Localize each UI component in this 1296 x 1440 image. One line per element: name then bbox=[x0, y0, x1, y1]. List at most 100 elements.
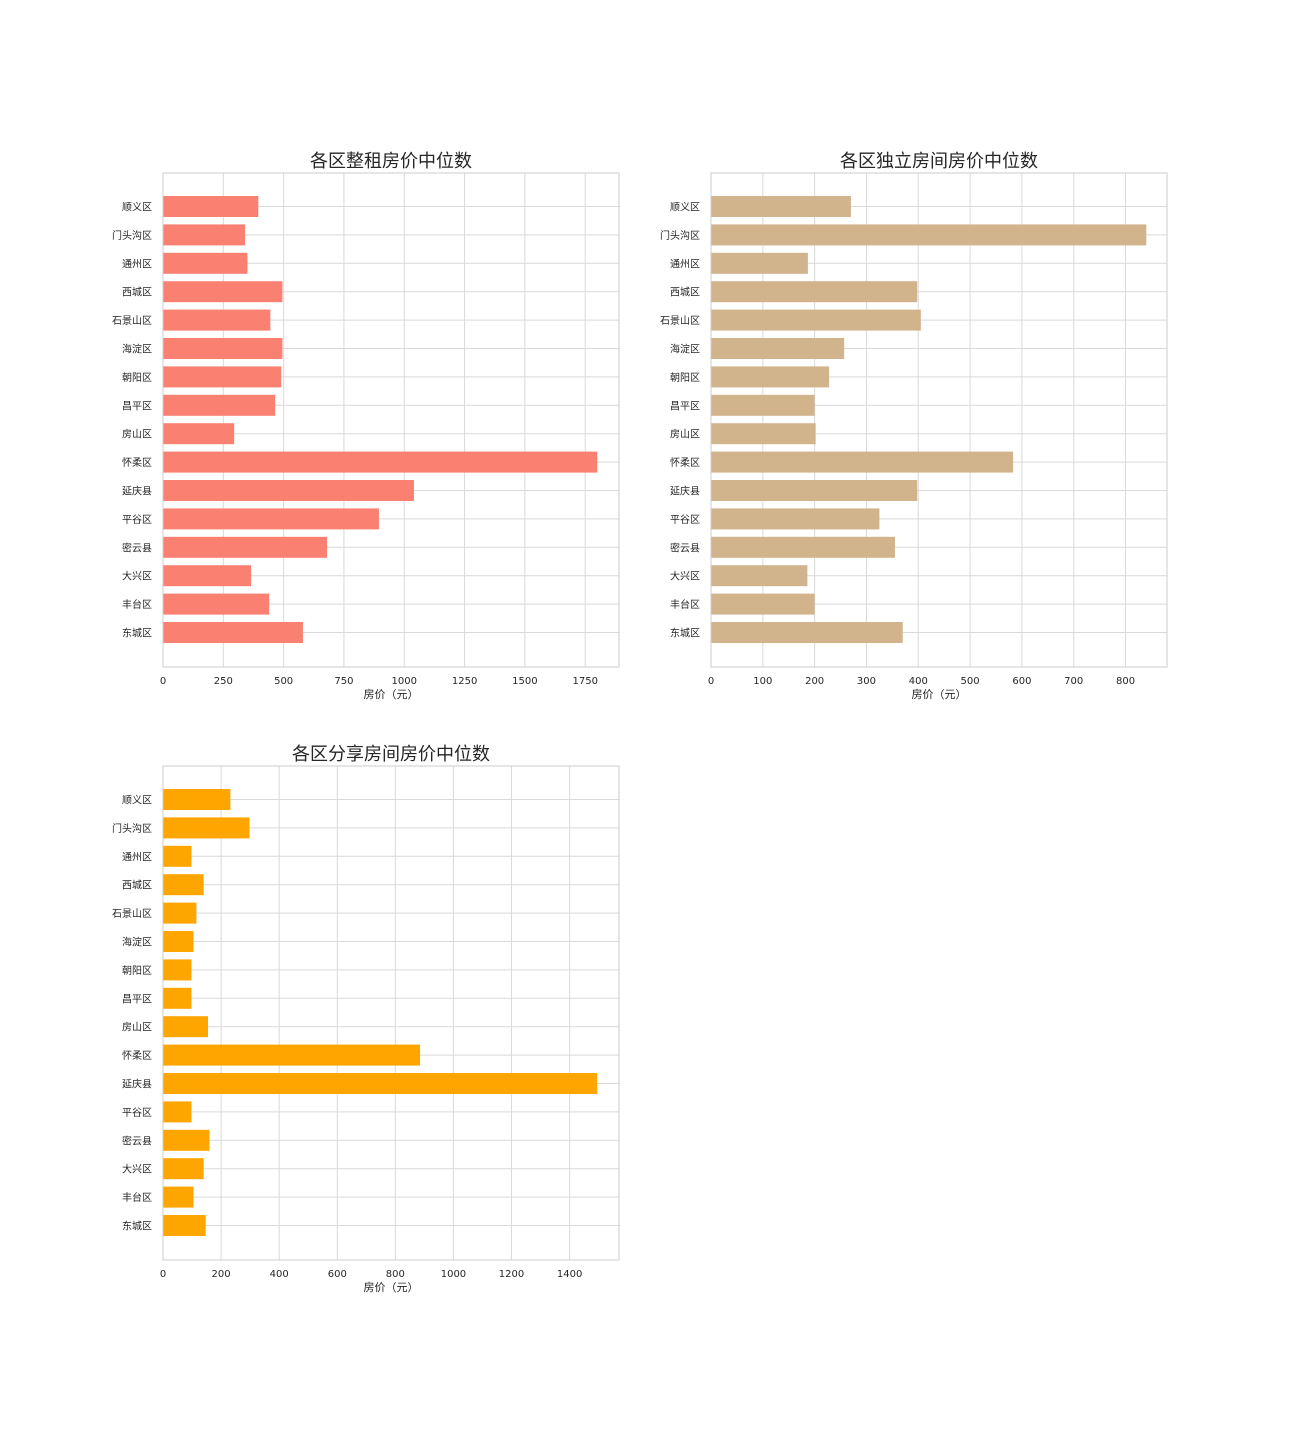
y-tick-label: 密云县 bbox=[670, 541, 700, 554]
x-tick-label: 600 bbox=[328, 1269, 347, 1280]
bar bbox=[163, 480, 414, 501]
y-tick-label: 西城区 bbox=[122, 880, 152, 892]
bar bbox=[711, 508, 880, 530]
bar bbox=[163, 1016, 209, 1038]
y-tick-label: 朝阳区 bbox=[670, 372, 700, 384]
x-tick-label: 0 bbox=[708, 676, 714, 687]
bar bbox=[711, 196, 851, 217]
x-tick-label: 300 bbox=[857, 676, 876, 687]
y-tick-label: 大兴区 bbox=[122, 1163, 152, 1176]
bar bbox=[163, 1158, 204, 1180]
bar bbox=[163, 196, 259, 217]
bar bbox=[163, 565, 252, 587]
y-tick-label: 平谷区 bbox=[122, 1107, 152, 1119]
bar bbox=[163, 1073, 598, 1094]
bar bbox=[163, 1129, 210, 1151]
x-tick-label: 1000 bbox=[392, 676, 417, 687]
x-tick-label: 0 bbox=[160, 676, 166, 687]
bar bbox=[163, 451, 598, 473]
bar bbox=[711, 565, 808, 587]
bar bbox=[163, 622, 303, 643]
y-tick-label: 门头沟区 bbox=[112, 822, 152, 835]
chart-panel-shared-room: 顺义区 门头沟区 通州区 西城区 石景山区 海淀区 朝阳区 昌平区 房山区 怀柔区 延庆县 平谷区 密云… bbox=[0, 593, 648, 1313]
x-tick-label: 0 bbox=[160, 1269, 166, 1280]
bar bbox=[163, 1215, 206, 1236]
bar bbox=[711, 281, 918, 303]
bar bbox=[163, 1101, 192, 1123]
y-tick-label: 丰台区 bbox=[670, 598, 700, 611]
y-tick-label: 延庆县 bbox=[122, 485, 152, 498]
y-tick-label: 通州区 bbox=[122, 258, 152, 270]
chart-private-room: 顺义区门头沟区通州区西城区石景山区海淀区朝阳区昌平区房山区怀柔区延庆县平谷区密云… bbox=[660, 151, 1168, 701]
chart-whole-rent: 顺义区门头沟区通州区西城区石景山区海淀区朝阳区昌平区房山区怀柔区延庆县平谷区密云… bbox=[112, 151, 620, 701]
x-tick-label: 100 bbox=[753, 676, 772, 687]
bar bbox=[163, 817, 250, 839]
x-tick-label: 200 bbox=[805, 676, 824, 687]
x-tick-label: 800 bbox=[1116, 676, 1135, 687]
x-tick-label: 700 bbox=[1064, 676, 1083, 687]
y-tick-label: 石景山区 bbox=[660, 315, 700, 327]
chart-title: 各区独立房间房价中位数 bbox=[840, 151, 1038, 172]
y-tick-label: 东城区 bbox=[670, 627, 700, 640]
y-tick-label: 西城区 bbox=[122, 287, 152, 299]
bar bbox=[711, 622, 903, 643]
x-tick-label: 1500 bbox=[512, 676, 537, 687]
x-tick-label: 400 bbox=[270, 1269, 289, 1280]
y-tick-label: 房山区 bbox=[122, 428, 152, 441]
x-axis-label: 房价（元） bbox=[364, 1281, 419, 1294]
bar bbox=[163, 394, 276, 416]
bar bbox=[163, 252, 248, 274]
x-tick-label: 1200 bbox=[499, 1269, 524, 1280]
y-tick-label: 东城区 bbox=[122, 627, 152, 640]
bar bbox=[711, 309, 921, 331]
chart-panel-whole-rent: 顺义区 门头沟区 通州区 西城区 石景山区 海淀区 朝阳区 昌平区 房山区 怀柔区 延庆县 平谷区 密云… bbox=[0, 0, 648, 720]
plot-frame bbox=[162, 172, 620, 668]
bar bbox=[163, 593, 270, 615]
bar bbox=[163, 1044, 421, 1066]
y-tick-label: 昌平区 bbox=[670, 400, 700, 412]
x-axis-label: 房价（元） bbox=[912, 688, 967, 701]
plot-frame bbox=[162, 765, 620, 1261]
x-tick-label: 800 bbox=[386, 1269, 405, 1280]
bar bbox=[711, 224, 1147, 246]
y-tick-label: 海淀区 bbox=[122, 343, 152, 356]
bar bbox=[163, 508, 379, 530]
x-tick-label: 750 bbox=[334, 676, 353, 687]
y-tick-label: 顺义区 bbox=[122, 202, 152, 214]
y-tick-label: 通州区 bbox=[670, 258, 700, 270]
y-tick-label: 平谷区 bbox=[122, 514, 152, 526]
x-tick-label: 1000 bbox=[441, 1269, 466, 1280]
bar bbox=[163, 224, 246, 246]
bar bbox=[163, 423, 235, 445]
y-tick-label: 顺义区 bbox=[122, 795, 152, 807]
bar bbox=[163, 338, 283, 359]
y-tick-label: 门头沟区 bbox=[112, 229, 152, 242]
plot-frame bbox=[710, 172, 1168, 668]
x-tick-label: 1250 bbox=[452, 676, 477, 687]
bar bbox=[711, 338, 845, 359]
x-tick-label: 250 bbox=[214, 676, 233, 687]
x-tick-label: 600 bbox=[1012, 676, 1031, 687]
bar bbox=[711, 593, 815, 615]
y-tick-label: 平谷区 bbox=[670, 514, 700, 526]
x-tick-label: 500 bbox=[274, 676, 293, 687]
y-tick-label: 昌平区 bbox=[122, 993, 152, 1005]
chart-panel-private-room: 顺义区 门头沟区 通州区 西城区 石景山区 海淀区 朝阳区 昌平区 房山区 怀柔区 延庆县 平谷区 密云… bbox=[548, 0, 1196, 720]
y-tick-label: 怀柔区 bbox=[122, 457, 152, 469]
y-tick-label: 延庆县 bbox=[122, 1078, 152, 1091]
bar bbox=[163, 366, 282, 388]
y-tick-label: 房山区 bbox=[122, 1021, 152, 1034]
bar bbox=[163, 902, 197, 924]
y-tick-label: 海淀区 bbox=[122, 936, 152, 949]
y-tick-label: 房山区 bbox=[670, 428, 700, 441]
y-tick-label: 昌平区 bbox=[122, 400, 152, 412]
y-tick-label: 密云县 bbox=[122, 541, 152, 554]
y-tick-label: 延庆县 bbox=[670, 485, 700, 498]
x-axis-label: 房价（元） bbox=[364, 688, 419, 701]
y-tick-label: 怀柔区 bbox=[122, 1050, 152, 1062]
y-tick-label: 石景山区 bbox=[112, 315, 152, 327]
x-tick-label: 400 bbox=[909, 676, 928, 687]
bar bbox=[711, 480, 918, 501]
y-tick-label: 西城区 bbox=[670, 287, 700, 299]
y-tick-label: 密云县 bbox=[122, 1134, 152, 1147]
